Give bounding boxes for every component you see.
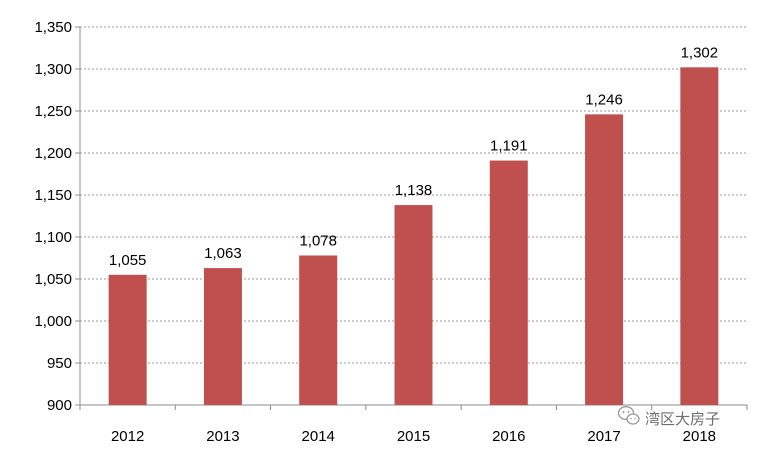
data-label-2015: 1,138 [395, 182, 433, 199]
bar-2014 [299, 255, 338, 405]
data-label-2017: 1,246 [585, 91, 623, 108]
bar-2018 [680, 67, 719, 405]
x-tick-label-2016: 2016 [492, 428, 525, 445]
x-tick-label-2018: 2018 [683, 428, 716, 445]
data-label-2016: 1,191 [490, 138, 528, 155]
y-tick-label: 1,250 [34, 103, 72, 120]
bar-2013 [203, 268, 242, 405]
bar-2012 [108, 274, 147, 405]
x-tick-label-2017: 2017 [587, 428, 620, 445]
data-labels: 1,055 1,063 1,078 1,138 1,191 1,246 1,302 [109, 44, 718, 268]
bars [108, 67, 719, 406]
data-label-2014: 1,078 [299, 232, 337, 249]
data-label-2013: 1,063 [204, 245, 242, 262]
bar-2017 [585, 114, 624, 406]
x-tick-label-2015: 2015 [397, 428, 430, 445]
watermark-text: 湾区大房子 [645, 411, 720, 428]
y-tick-label: 1,200 [34, 145, 72, 162]
y-tick-label: 1,350 [34, 19, 72, 36]
wechat-icon [617, 406, 640, 425]
bar-2015 [394, 205, 433, 405]
x-axis-ticks: 2012 2013 2014 2015 2016 2017 2018 [79, 405, 748, 445]
x-tick-label-2013: 2013 [206, 428, 239, 445]
x-tick-label-2014: 2014 [302, 428, 335, 445]
y-tick-label: 950 [47, 355, 72, 372]
y-tick-label: 1,100 [34, 229, 72, 246]
bar-2016 [489, 160, 528, 405]
y-tick-label: 1,150 [34, 187, 72, 204]
watermark: 湾区大房子 [617, 406, 720, 428]
data-label-2018: 1,302 [681, 44, 719, 61]
data-label-2012: 1,055 [109, 252, 147, 269]
x-tick-label-2012: 2012 [111, 428, 144, 445]
y-tick-label: 900 [47, 397, 72, 414]
y-tick-label: 1,000 [34, 313, 72, 330]
y-tick-label: 1,300 [34, 61, 72, 78]
y-axis-ticks: 900 950 1,000 1,050 1,100 1,150 1,200 1,250 1,30… [34, 19, 80, 414]
y-tick-label: 1,050 [34, 271, 72, 288]
